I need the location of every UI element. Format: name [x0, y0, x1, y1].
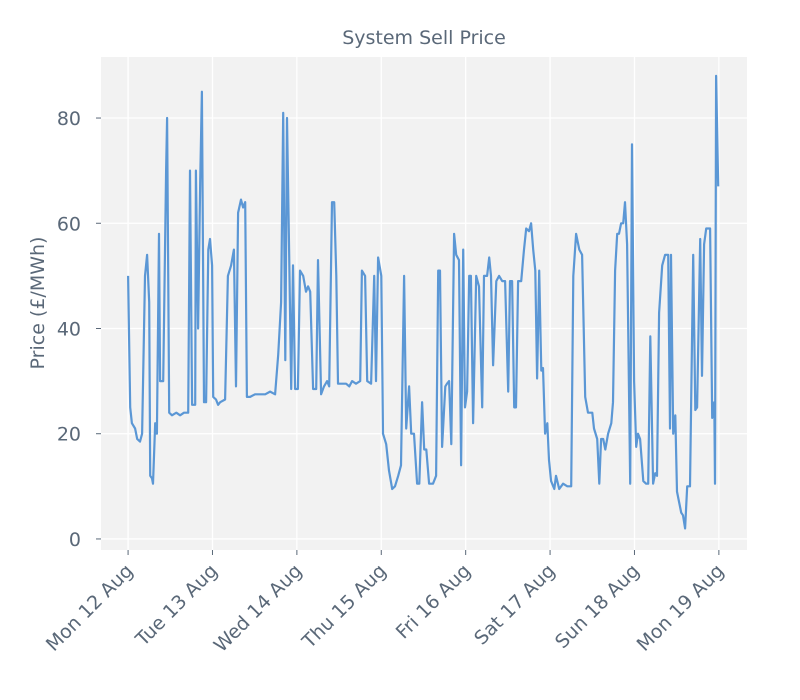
x-tick-label: Tue 13 Aug [131, 560, 222, 651]
plot-area [101, 57, 747, 550]
x-tick-label: Sat 17 Aug [470, 560, 559, 649]
x-tick-label: Fri 16 Aug [392, 560, 475, 643]
x-tick-label: Thu 15 Aug [297, 560, 390, 653]
line [127, 74, 720, 530]
x-tick-label: Sun 18 Aug [551, 560, 644, 653]
y-tick-label: 40 [57, 318, 81, 340]
chart-title: System Sell Price [342, 27, 506, 49]
x-tick-label: Mon 19 Aug [633, 560, 729, 656]
y-tick-label: 0 [69, 529, 81, 551]
y-tick-label: 20 [57, 424, 81, 446]
x-tick-label: Mon 12 Aug [42, 560, 138, 656]
y-tick-label: 60 [57, 213, 81, 235]
y-tick-label: 80 [57, 108, 81, 130]
x-tick-label: Wed 14 Aug [210, 560, 307, 657]
y-axis-label: Price (£/MWh) [27, 237, 49, 370]
